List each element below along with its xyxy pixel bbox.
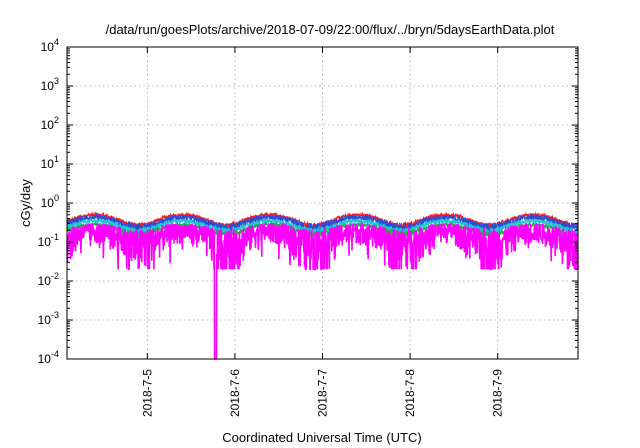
x-axis: 2018-7-5 2018-7-6 2018-7-7 2018-7-8 2018-7-9 bbox=[140, 47, 505, 417]
series-line bbox=[66, 212, 579, 235]
y-tick-label: 101 bbox=[41, 154, 59, 171]
x-tick-label: 2018-7-5 bbox=[140, 369, 154, 417]
series-group bbox=[66, 211, 579, 360]
y-tick-label: 10-4 bbox=[38, 349, 59, 366]
y-tick-label: 10-1 bbox=[38, 232, 59, 249]
x-tick-label: 2018-7-9 bbox=[491, 369, 505, 417]
grid bbox=[67, 47, 578, 359]
y-axis-title: cGy/day bbox=[18, 179, 33, 227]
y-tick-label: 10-2 bbox=[38, 271, 59, 288]
y-tick-label: 104 bbox=[41, 37, 59, 54]
y-tick-label: 100 bbox=[41, 193, 59, 210]
y-tick-label: 102 bbox=[41, 115, 59, 132]
x-tick-label: 2018-7-6 bbox=[228, 369, 242, 417]
x-tick-label: 2018-7-7 bbox=[316, 369, 330, 417]
y-tick-label: 103 bbox=[41, 76, 59, 93]
y-tick-label: 10-3 bbox=[38, 310, 59, 327]
y-axis: 10-4 10-3 10-2 10-1 100 101 102 103 104 bbox=[38, 37, 578, 366]
x-axis-title: Coordinated Universal Time (UTC) bbox=[222, 430, 421, 445]
x-tick-label: 2018-7-8 bbox=[403, 369, 417, 417]
series-line bbox=[66, 220, 579, 360]
chart-title: /data/run/goesPlots/archive/2018-07-09/2… bbox=[106, 22, 555, 37]
